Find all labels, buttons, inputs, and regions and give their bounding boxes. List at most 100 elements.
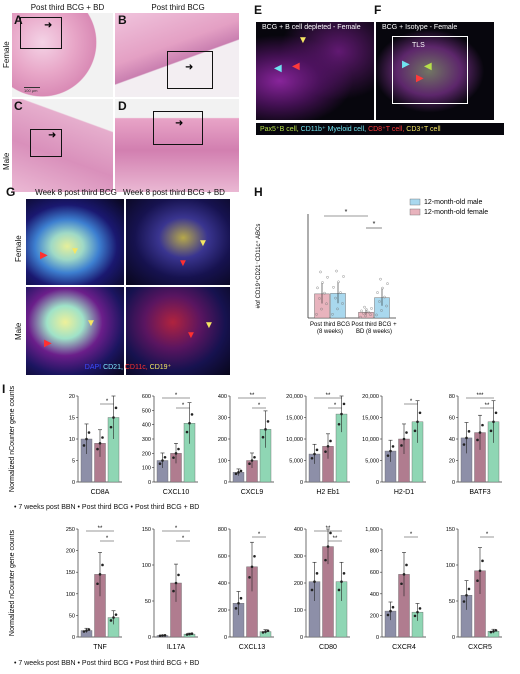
i-data-point xyxy=(234,472,238,476)
i-data-point xyxy=(82,444,86,447)
i-data-point xyxy=(402,573,406,576)
histology-panel-d: ➜ xyxy=(115,99,239,192)
g-female-bcg xyxy=(26,199,124,285)
g-divider-v xyxy=(124,199,126,375)
h-data-point xyxy=(365,308,368,311)
i-data-point xyxy=(237,601,240,605)
i-gene-label: CXCL9 xyxy=(241,489,264,496)
h-data-point xyxy=(335,269,338,273)
i-data-point xyxy=(101,563,104,567)
i-data-point xyxy=(402,437,406,441)
i-data-point xyxy=(85,629,88,632)
arrowhead-icon: ▼ xyxy=(186,330,196,341)
i-sig-label: * xyxy=(106,536,109,542)
histology-panel-b: ➜ xyxy=(115,13,239,97)
i-data-point xyxy=(109,619,113,622)
i-gene-label: H2-D1 xyxy=(394,489,414,496)
legend-pax5: Pax5⁺B cell, xyxy=(260,126,299,133)
i-data-point xyxy=(190,632,194,635)
i-tick-label: 0 xyxy=(452,480,455,486)
i-tick-label: 100 xyxy=(66,592,75,598)
panel-label-i: I xyxy=(2,382,6,396)
panel-g-col2-title: Week 8 post third BCG + BD xyxy=(123,188,225,197)
i-gene-label: CXCL10 xyxy=(163,489,190,496)
arrowhead-icon: ◀ xyxy=(274,63,282,74)
i-tick-label: 10,000 xyxy=(286,437,303,443)
i-data-point xyxy=(310,588,314,592)
i-data-point xyxy=(418,607,422,610)
g-legend: DAPI CD21, CD11c, CD19⁺ xyxy=(26,363,230,371)
i-tick-label: 300 xyxy=(142,437,151,443)
i-data-point xyxy=(185,633,189,636)
i-tick-label: 0 xyxy=(376,635,379,641)
i-data-point xyxy=(342,402,346,406)
h-data-point xyxy=(336,307,339,311)
i-data-point xyxy=(313,452,316,456)
i-data-point xyxy=(337,588,341,592)
i-tick-label: 300 xyxy=(218,416,227,422)
i-data-point xyxy=(467,587,471,591)
i-data-point xyxy=(174,452,178,455)
i-tick-label: 50 xyxy=(449,599,455,605)
scale-bar: 100 µm xyxy=(24,87,40,93)
i-tick-label: 15 xyxy=(69,416,75,422)
arrow-icon: ➜ xyxy=(185,62,194,73)
h-category-label: (8 weeks) xyxy=(317,329,343,335)
i-tick-label: 50 xyxy=(69,613,75,619)
i-gene-label: CD80 xyxy=(319,644,337,651)
i-tick-label: 20 xyxy=(69,394,75,400)
i-data-point xyxy=(172,589,175,593)
fluorescence-panel-f: BCG + Isotype - Female TLS ▶ ◀ ▶ xyxy=(376,22,494,120)
i-data-point xyxy=(340,580,343,583)
i-data-point xyxy=(324,558,327,562)
i-data-point xyxy=(177,573,180,577)
i-sig-label: * xyxy=(486,532,489,538)
panel-label-f: F xyxy=(374,3,382,17)
i-sig-label: * xyxy=(175,526,178,532)
h-category-label: Post third BCG + xyxy=(351,322,397,328)
h-data-point xyxy=(379,277,382,281)
i-gene-label: CXCR5 xyxy=(468,644,492,651)
i-data-point xyxy=(101,436,104,439)
i-tick-label: 100 xyxy=(446,563,455,569)
h-data-point xyxy=(334,296,337,300)
i-tick-label: 150 xyxy=(446,527,455,533)
i-data-point xyxy=(413,614,417,618)
i-data-point xyxy=(261,435,265,439)
i-tick-label: 400 xyxy=(218,394,227,400)
h-data-point xyxy=(331,313,334,316)
arrowhead-icon: ▶ xyxy=(44,338,52,349)
panel-ab-title-left: Post third BCG + BD xyxy=(30,3,105,12)
histology-panel-a: ➜ 100 µm xyxy=(12,13,113,97)
i-tick-label: 0 xyxy=(148,635,151,641)
i-tick-label: 0 xyxy=(376,480,379,486)
h-data-point xyxy=(341,302,344,305)
i-legend-top: • 7 weeks post BBN • Post third BCG • Po… xyxy=(14,504,200,511)
i-data-point xyxy=(248,462,251,466)
panel-f-title: BCG + Isotype - Female xyxy=(382,24,458,31)
i-data-point xyxy=(326,545,330,548)
i-tick-label: 200 xyxy=(370,613,379,619)
h-data-point xyxy=(383,295,386,299)
i-data-point xyxy=(190,413,194,416)
h-category-label: BD (8 weeks) xyxy=(356,329,392,335)
h-y-label: #of CD19⁺CD21⁻CD11c⁺ ABCs xyxy=(255,224,262,309)
i-data-point xyxy=(250,565,254,569)
i-data-point xyxy=(310,456,314,460)
h-data-point xyxy=(363,305,366,309)
i-tick-label: 150 xyxy=(142,527,151,533)
i-tick-label: 20,000 xyxy=(286,394,303,400)
arrow-icon: ➜ xyxy=(48,130,57,141)
h-data-point xyxy=(339,291,342,294)
i-tick-label: 60 xyxy=(449,416,455,422)
i-data-point xyxy=(489,630,493,634)
inset-box xyxy=(30,129,62,157)
i-data-point xyxy=(161,459,164,462)
i-data-point xyxy=(315,448,319,452)
panel-label-d: D xyxy=(118,99,127,113)
i-tick-label: 5,000 xyxy=(365,459,379,465)
legend-cd21: CD21, xyxy=(103,364,123,371)
i-gene-label: CD8A xyxy=(91,489,110,496)
i-gene-label: CXCL13 xyxy=(239,644,266,651)
i-data-point xyxy=(492,420,495,424)
